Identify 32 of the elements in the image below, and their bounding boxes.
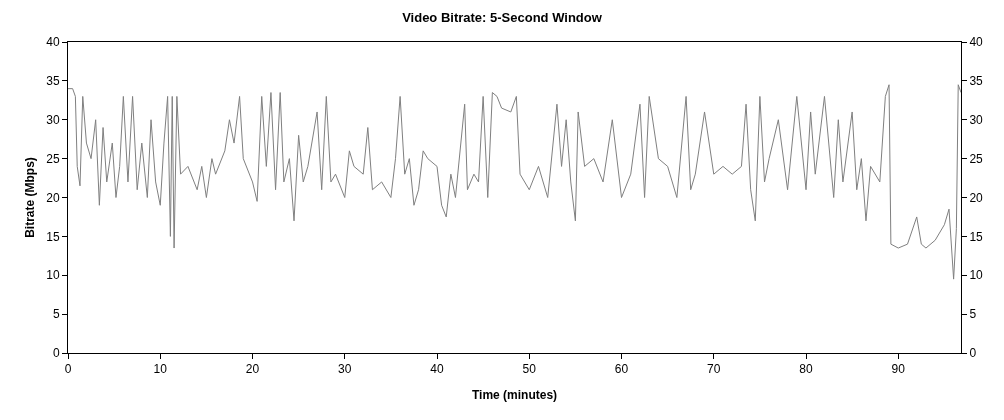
x-tick-label: 70 — [707, 362, 721, 377]
y2-tick-label: 15 — [969, 229, 984, 244]
x-tick-label: 80 — [799, 362, 814, 377]
y2-tick-label: 30 — [969, 112, 984, 127]
x-tick-label: 40 — [430, 362, 444, 377]
y-tick-label: 20 — [46, 190, 60, 205]
x-tick-label: 60 — [614, 362, 629, 377]
y-axis-title: Bitrate (Mbps) — [23, 157, 37, 238]
y-tick-label: 15 — [46, 229, 60, 244]
x-tick-label: 10 — [153, 362, 168, 377]
y-tick-label: 10 — [46, 268, 60, 283]
chart-title: Video Bitrate: 5-Second Window — [402, 9, 603, 25]
y-tick-label: 40 — [46, 35, 60, 50]
x-tick-label: 50 — [522, 362, 537, 377]
x-tick-label: 90 — [891, 362, 906, 377]
x-tick-label: 30 — [338, 362, 352, 377]
y-tick-label: 30 — [46, 112, 60, 127]
y2-tick-label: 40 — [969, 35, 984, 50]
y-tick-label: 0 — [52, 346, 60, 361]
x-axis-title: Time (minutes) — [471, 388, 558, 402]
y2-tick-label: 20 — [969, 190, 984, 205]
y-tick-label: 25 — [46, 151, 60, 166]
y-tick-label: 35 — [46, 74, 60, 89]
y2-tick-label: 10 — [969, 268, 984, 283]
x-tick-label: 20 — [245, 362, 260, 377]
y2-tick-label: 0 — [969, 346, 977, 361]
y-tick-label: 5 — [52, 307, 60, 322]
x-tick-label: 0 — [64, 362, 72, 377]
y2-tick-label: 5 — [969, 307, 977, 322]
y2-tick-label: 25 — [969, 151, 984, 166]
line-series — [68, 84, 961, 280]
y2-tick-label: 35 — [969, 74, 984, 89]
